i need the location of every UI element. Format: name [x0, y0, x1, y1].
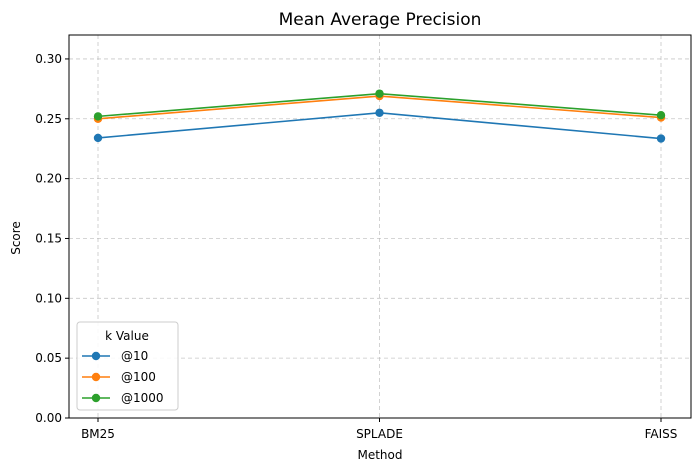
data-point	[94, 134, 102, 142]
x-axis-label: Method	[357, 448, 402, 462]
y-tick-label: 0.30	[35, 52, 62, 66]
series-k10	[94, 109, 665, 143]
data-point	[375, 89, 383, 97]
legend-swatch-marker	[92, 394, 100, 402]
legend-swatch-marker	[92, 352, 100, 360]
y-axis-label: Score	[9, 221, 23, 255]
legend-swatch-marker	[92, 373, 100, 381]
data-point	[657, 111, 665, 119]
chart-title: Mean Average Precision	[279, 10, 482, 30]
legend-title: k Value	[105, 329, 149, 343]
y-tick-label: 0.05	[35, 351, 62, 365]
legend: k Value @10 @100 @1000	[77, 322, 178, 410]
legend-label: @100	[121, 370, 156, 384]
data-point	[94, 112, 102, 120]
y-tick-label: 0.20	[35, 172, 62, 186]
y-tick-label: 0.00	[35, 411, 62, 425]
y-tick-label: 0.25	[35, 112, 62, 126]
data-point	[375, 109, 383, 117]
x-tick-label: SPLADE	[356, 427, 403, 441]
y-tick-label: 0.10	[35, 291, 62, 305]
y-tick-label: 0.15	[35, 231, 62, 245]
x-tick-label: BM25	[81, 427, 115, 441]
legend-label: @10	[121, 349, 148, 363]
legend-label: @1000	[121, 391, 164, 405]
x-tick-label: FAISS	[645, 427, 678, 441]
data-point	[657, 134, 665, 142]
